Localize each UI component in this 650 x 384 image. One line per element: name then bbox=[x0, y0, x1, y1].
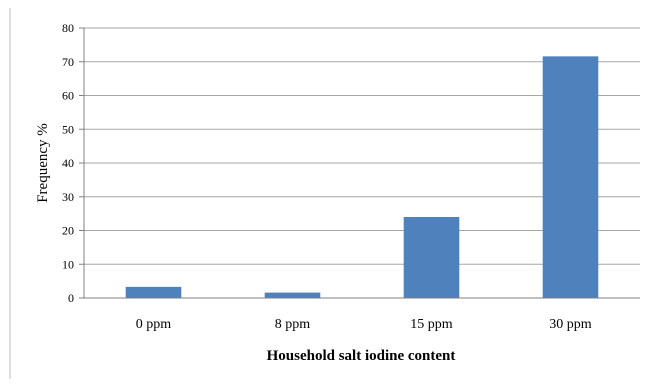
y-tick-label: 0 bbox=[68, 291, 74, 305]
x-tick-label: 15 ppm bbox=[410, 317, 453, 332]
bar-30-ppm bbox=[542, 56, 599, 298]
axes bbox=[79, 27, 640, 299]
y-tick-label: 40 bbox=[62, 156, 74, 170]
bars bbox=[125, 56, 599, 298]
y-tick-label: 30 bbox=[62, 190, 74, 204]
y-tick-labels: 0 10 20 30 40 50 60 70 80 bbox=[62, 21, 74, 305]
x-tick-labels: 0 ppm 8 ppm 15 ppm 30 ppm bbox=[136, 317, 592, 332]
y-tick-label: 10 bbox=[62, 257, 74, 271]
bar-8-ppm bbox=[264, 292, 321, 298]
bar-15-ppm bbox=[403, 217, 460, 298]
y-axis-title: Frequency % bbox=[35, 123, 51, 203]
x-tick-label: 30 ppm bbox=[549, 317, 592, 332]
y-tick-label: 50 bbox=[62, 122, 74, 136]
bar-0-ppm bbox=[125, 286, 182, 298]
x-tick-label: 8 ppm bbox=[275, 317, 311, 332]
y-tick-label: 20 bbox=[62, 224, 74, 238]
grid-lines bbox=[84, 27, 640, 265]
y-tick-label: 60 bbox=[62, 89, 74, 103]
y-tick-label: 70 bbox=[62, 55, 74, 69]
y-tick-label: 80 bbox=[62, 21, 74, 35]
x-axis-title: Household salt iodine content bbox=[267, 348, 456, 364]
x-tick-label: 0 ppm bbox=[136, 317, 172, 332]
